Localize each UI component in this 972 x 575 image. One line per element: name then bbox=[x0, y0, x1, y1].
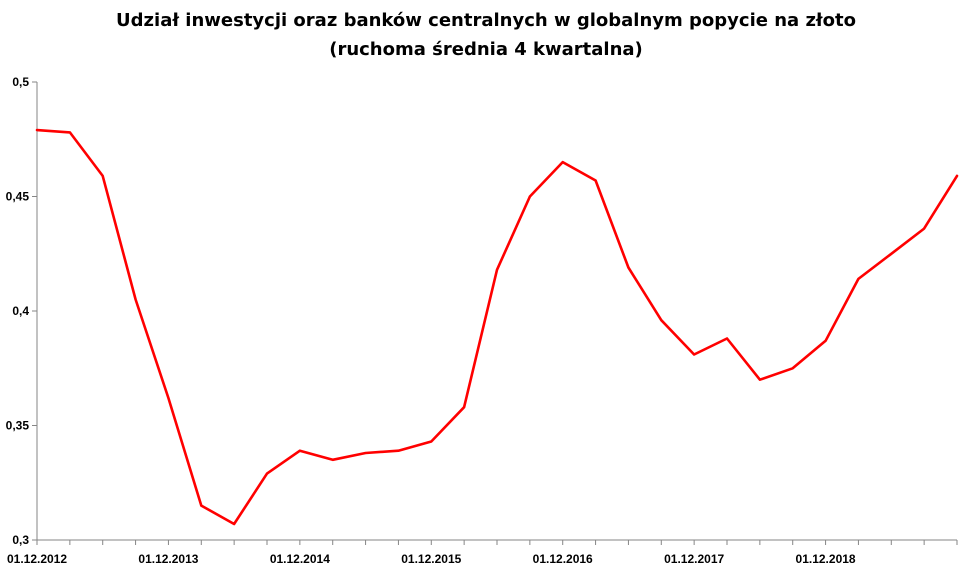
x-tick-label: 01.12.2017 bbox=[664, 552, 724, 566]
series-lines bbox=[35, 128, 959, 526]
chart-axes bbox=[36, 82, 957, 541]
chart-title-line-2: (ruchoma średnia 4 kwartalna) bbox=[329, 39, 643, 60]
y-tick-label: 0,45 bbox=[6, 190, 30, 204]
x-tick-label: 01.12.2013 bbox=[138, 552, 198, 566]
x-tick-label: 01.12.2018 bbox=[796, 552, 856, 566]
y-axis-ticks: 0,3 0,35 0,4 0,45 0,5 bbox=[6, 75, 37, 547]
x-tick-label: 01.12.2014 bbox=[270, 552, 330, 566]
chart-title: Udział inwestycji oraz banków centralnyc… bbox=[0, 6, 972, 64]
x-tick-label: 01.12.2012 bbox=[7, 552, 67, 566]
x-tick-label: 01.12.2016 bbox=[533, 552, 593, 566]
x-axis-ticks: 01.12.2012 01.12.2013 01.12.2014 01.12.2015… bbox=[7, 540, 958, 566]
series-line-0 bbox=[35, 128, 959, 526]
y-tick-label: 0,5 bbox=[12, 75, 29, 89]
y-tick-label: 0,4 bbox=[12, 304, 29, 318]
x-tick-label: 01.12.2015 bbox=[401, 552, 461, 566]
y-tick-label: 0,35 bbox=[6, 419, 30, 433]
y-tick-label: 0,3 bbox=[12, 533, 29, 547]
chart-title-line-1: Udział inwestycji oraz banków centralnyc… bbox=[116, 10, 856, 31]
